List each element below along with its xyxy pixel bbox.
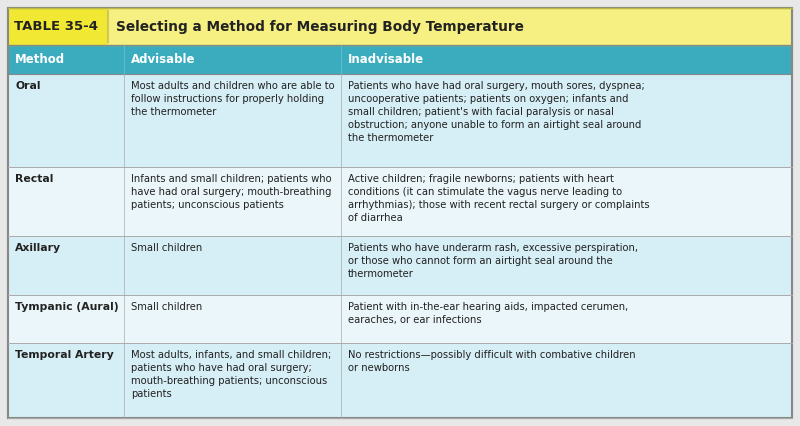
Text: Temporal Artery: Temporal Artery bbox=[15, 350, 114, 360]
Text: Tympanic (Aural): Tympanic (Aural) bbox=[15, 302, 118, 312]
Text: Rectal: Rectal bbox=[15, 173, 54, 184]
Bar bbox=[8, 295, 792, 343]
Text: Patient with in-the-ear hearing aids, impacted cerumen,
earaches, or ear infecti: Patient with in-the-ear hearing aids, im… bbox=[348, 302, 629, 325]
Text: Small children: Small children bbox=[131, 243, 202, 253]
Text: No restrictions—possibly difficult with combative children
or newborns: No restrictions—possibly difficult with … bbox=[348, 350, 636, 373]
Text: TABLE 35-4: TABLE 35-4 bbox=[14, 20, 98, 33]
Text: Patients who have underarm rash, excessive perspiration,
or those who cannot for: Patients who have underarm rash, excessi… bbox=[348, 243, 638, 279]
Bar bbox=[8, 343, 792, 418]
Text: Most adults, infants, and small children;
patients who have had oral surgery;
mo: Most adults, infants, and small children… bbox=[131, 350, 331, 399]
Text: Active children; fragile newborns; patients with heart
conditions (it can stimul: Active children; fragile newborns; patie… bbox=[348, 173, 650, 223]
Text: Infants and small children; patients who
have had oral surgery; mouth-breathing
: Infants and small children; patients who… bbox=[131, 173, 332, 210]
Bar bbox=[8, 167, 792, 236]
Text: Method: Method bbox=[15, 53, 65, 66]
Bar bbox=[8, 236, 792, 295]
Text: Advisable: Advisable bbox=[131, 53, 195, 66]
Bar bbox=[8, 8, 108, 45]
Text: Small children: Small children bbox=[131, 302, 202, 312]
Text: Selecting a Method for Measuring Body Temperature: Selecting a Method for Measuring Body Te… bbox=[116, 20, 524, 34]
Text: Inadvisable: Inadvisable bbox=[348, 53, 424, 66]
Text: Most adults and children who are able to
follow instructions for properly holdin: Most adults and children who are able to… bbox=[131, 81, 334, 117]
Bar bbox=[8, 8, 792, 45]
Text: Oral: Oral bbox=[15, 81, 41, 91]
Bar bbox=[8, 45, 792, 74]
Bar bbox=[8, 74, 792, 167]
Text: Axillary: Axillary bbox=[15, 243, 61, 253]
Text: Patients who have had oral surgery, mouth sores, dyspnea;
uncooperative patients: Patients who have had oral surgery, mout… bbox=[348, 81, 645, 143]
